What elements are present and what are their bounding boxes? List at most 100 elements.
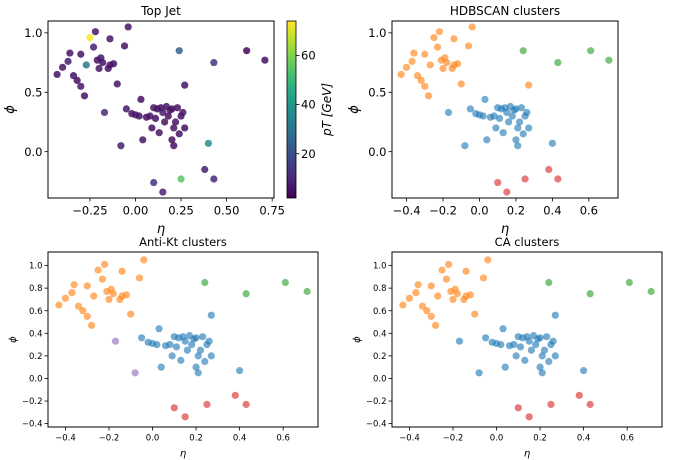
data-point <box>243 47 251 55</box>
data-point-blue <box>475 369 483 377</box>
x-tick-label: 0.25 <box>168 204 194 218</box>
x-tick-label: 0.0 <box>490 434 504 444</box>
data-point-red <box>575 391 583 399</box>
data-point-red <box>181 413 189 421</box>
data-point-blue <box>525 124 533 132</box>
data-point-blue <box>479 112 487 120</box>
data-point-orange <box>83 312 91 320</box>
data-point-orange <box>464 42 473 50</box>
x-tick-label: 0.6 <box>276 434 290 444</box>
y-axis-label: ϕ <box>352 336 363 343</box>
data-point-red <box>547 400 555 409</box>
x-tick-label: 0.4 <box>543 204 561 218</box>
data-point <box>261 56 269 64</box>
data-point-orange <box>468 23 476 31</box>
data-point-blue <box>201 357 209 366</box>
data-point-blue <box>490 112 498 120</box>
data-point <box>77 50 85 58</box>
chart-panel-2: HDBSCAN clusters −0.4 −0.2 0.0 0.2 0.4 0.6 0.0 0… <box>347 4 619 237</box>
data-point-orange <box>525 81 533 89</box>
data-point <box>113 80 121 88</box>
x-axis-label: η <box>180 449 186 460</box>
data-point-blue <box>499 325 507 333</box>
chart-title: HDBSCAN clusters <box>450 4 560 18</box>
x-axis-label: η <box>157 222 165 237</box>
data-point-blue <box>580 366 588 375</box>
data-point-orange <box>101 260 109 269</box>
data-point-orange <box>418 302 427 310</box>
data-point <box>161 118 169 126</box>
y-tick-label: 0.6 <box>373 307 387 317</box>
data-point <box>150 178 158 187</box>
data-point-green <box>554 58 562 67</box>
y-tick-label: 0.0 <box>24 145 42 159</box>
y-tick-label: 1.0 <box>24 26 42 40</box>
plot-frame <box>47 20 275 199</box>
data-point-red <box>525 413 533 421</box>
data-point-red <box>503 188 511 196</box>
data-point-orange <box>466 291 474 299</box>
data-point-blue <box>548 139 556 147</box>
data-point <box>151 114 160 123</box>
y-tick-label: 0.0 <box>373 375 387 385</box>
chart-title: Anti-Kt clusters <box>139 235 227 249</box>
data-point-orange <box>427 282 435 290</box>
data-point-blue <box>497 340 505 349</box>
data-point-blue <box>194 369 202 377</box>
data-point-orange <box>83 282 91 290</box>
data-point <box>170 142 178 150</box>
y-tick-label: 0.8 <box>29 284 43 294</box>
x-tick-label: 0.50 <box>214 204 240 218</box>
data-point-orange <box>140 256 148 264</box>
data-point-orange <box>118 267 126 275</box>
data-point-orange <box>70 281 78 289</box>
data-point <box>99 58 107 67</box>
x-tick-label: −0.25 <box>72 204 107 218</box>
data-point-orange <box>435 28 443 36</box>
data-point <box>58 63 67 71</box>
y-tick-label: −0.4 <box>366 420 387 430</box>
data-point-orange <box>135 274 144 282</box>
data-point <box>82 61 90 69</box>
data-point-blue <box>168 352 176 360</box>
data-point-blue <box>542 333 551 341</box>
data-point <box>155 129 163 137</box>
data-point-blue <box>236 366 244 375</box>
data-point-blue <box>549 337 557 345</box>
scatter-points <box>55 256 311 421</box>
data-point-red <box>554 175 562 183</box>
data-point-blue <box>157 363 165 371</box>
scatter-points <box>53 23 269 196</box>
data-point-blue <box>205 337 213 345</box>
plot-frame <box>391 251 663 428</box>
data-point-orange <box>414 281 422 289</box>
data-point-orange <box>438 266 446 274</box>
colorbar-tick-label: 20 <box>301 147 316 161</box>
data-point-green <box>242 290 250 298</box>
data-point-blue <box>505 118 513 126</box>
data-point-orange <box>453 290 461 298</box>
data-point-blue <box>519 130 527 138</box>
data-point-orange <box>421 50 429 58</box>
y-tick-label: 0.0 <box>29 375 43 385</box>
y-axis-label: ϕ <box>3 105 18 114</box>
data-point-blue <box>521 356 529 364</box>
data-point <box>146 112 154 120</box>
data-point <box>91 28 99 36</box>
plot-frame <box>47 251 319 428</box>
colorbar-tick-label: 40 <box>301 98 316 112</box>
data-point <box>137 95 145 104</box>
colorbar-tick-label: 60 <box>301 48 316 62</box>
data-point-blue <box>188 340 196 349</box>
data-point-blue <box>540 346 549 354</box>
data-point-blue <box>536 334 544 342</box>
data-point <box>64 57 72 65</box>
y-tick-label: −0.4 <box>22 420 43 430</box>
data-point-orange <box>426 61 434 69</box>
data-point-blue <box>501 363 509 371</box>
data-point <box>204 139 212 147</box>
data-point-blue <box>207 352 215 360</box>
y-tick-label: 0.0 <box>368 145 386 159</box>
x-tick-label: 0.2 <box>533 434 547 444</box>
data-point-purple <box>131 369 139 377</box>
